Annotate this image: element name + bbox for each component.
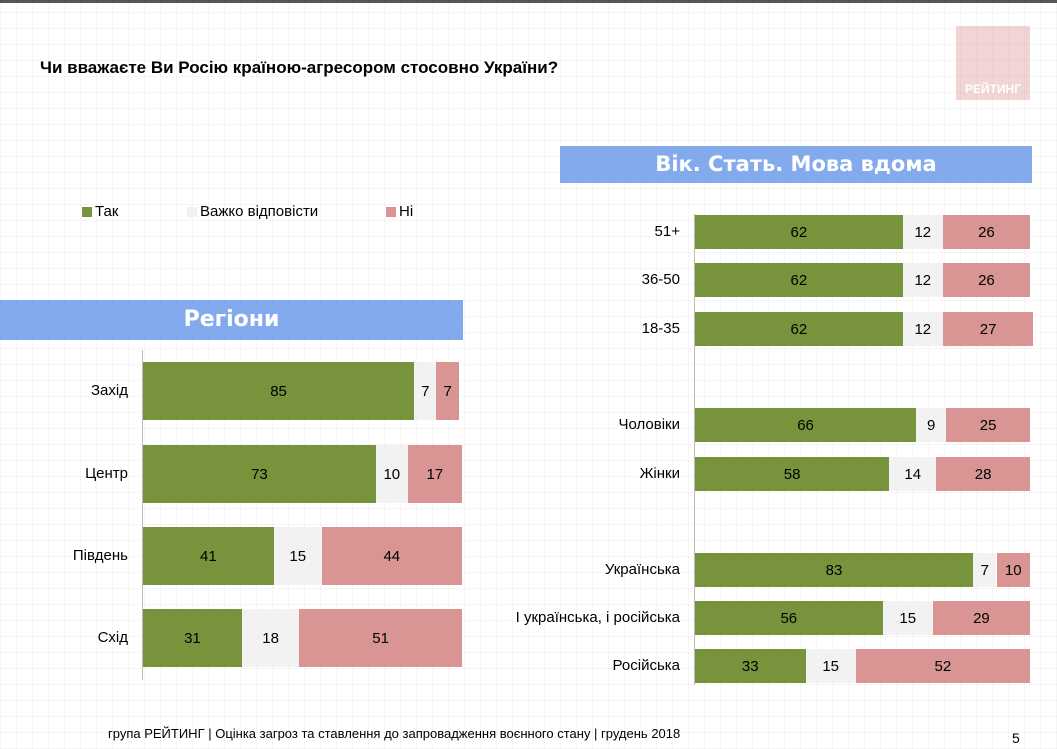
bar-segment-hard-to-say: 9 bbox=[916, 408, 947, 442]
bar-segment-yes: 73 bbox=[143, 445, 376, 503]
chart-axis bbox=[142, 350, 143, 680]
bar-segment-no: 44 bbox=[321, 527, 462, 585]
bar-segment-no: 26 bbox=[942, 215, 1030, 249]
bar-segment-yes: 58 bbox=[695, 457, 890, 491]
category-label: І українська, і російська bbox=[515, 609, 680, 626]
legend-swatch-no bbox=[386, 206, 396, 217]
logo-text: РЕЙТИНГ bbox=[964, 82, 1022, 96]
legend-swatch-yes bbox=[82, 206, 92, 217]
bar-segment-hard-to-say: 15 bbox=[882, 601, 933, 635]
bar-segment-yes: 31 bbox=[143, 609, 242, 667]
bar-segment-yes: 56 bbox=[695, 601, 883, 635]
bar-segment-hard-to-say: 7 bbox=[973, 553, 997, 587]
bar-segment-yes: 85 bbox=[143, 362, 415, 420]
category-label: 36-50 bbox=[641, 271, 680, 288]
category-label: Захід bbox=[91, 382, 128, 399]
bar-segment-hard-to-say: 15 bbox=[805, 649, 856, 683]
bar-segment-hard-to-say: 7 bbox=[414, 362, 437, 420]
category-label: Схід bbox=[97, 629, 128, 646]
bar-segment-yes: 41 bbox=[143, 527, 274, 585]
bar-segment-hard-to-say: 14 bbox=[889, 457, 937, 491]
bar-segment-no: 7 bbox=[436, 362, 459, 420]
bar-segment-no: 26 bbox=[942, 263, 1030, 297]
bar-segment-no: 29 bbox=[932, 601, 1030, 635]
bar-segment-yes: 33 bbox=[695, 649, 806, 683]
category-label: Російська bbox=[612, 657, 680, 674]
legend-swatch-hard-to-say bbox=[187, 206, 197, 217]
bar-segment-no: 25 bbox=[946, 408, 1030, 442]
page-number: 5 bbox=[1012, 730, 1020, 746]
legend-label: Так bbox=[95, 203, 119, 220]
category-label: Південь bbox=[72, 547, 128, 564]
bar-segment-yes: 62 bbox=[695, 312, 903, 346]
legend-label: Важко відповісти bbox=[200, 203, 319, 220]
bar-segment-no: 17 bbox=[407, 445, 462, 503]
bar-segment-no: 51 bbox=[299, 609, 462, 667]
bar-segment-no: 52 bbox=[855, 649, 1030, 683]
legend-label: Ні bbox=[399, 203, 414, 220]
category-label: 18-35 bbox=[641, 320, 680, 337]
bar-segment-yes: 62 bbox=[695, 215, 903, 249]
bar-segment-yes: 62 bbox=[695, 263, 903, 297]
legend-item-no: Ні bbox=[386, 203, 413, 220]
page-title: Чи вважаєте Ви Росію країною-агресором с… bbox=[40, 58, 559, 77]
bar-segment-yes: 66 bbox=[695, 408, 917, 442]
category-label: Чоловіки bbox=[618, 416, 680, 433]
bar-segment-hard-to-say: 12 bbox=[902, 215, 943, 249]
legend-item-hard-to-say: Важко відповісти bbox=[187, 203, 318, 220]
bar-segment-yes: 83 bbox=[695, 553, 974, 587]
bar-segment-no: 27 bbox=[942, 312, 1034, 346]
category-label: Жінки bbox=[639, 465, 680, 482]
header-regions: Регіони bbox=[0, 300, 463, 340]
legend-item-yes: Так bbox=[82, 203, 118, 220]
rating-logo: РЕЙТИНГ bbox=[956, 26, 1030, 100]
footer: група РЕЙТИНГ | Оцінка загроз та ставлен… bbox=[108, 726, 681, 741]
bar-segment-hard-to-say: 12 bbox=[902, 263, 943, 297]
top-border bbox=[0, 0, 1057, 3]
chart-axis bbox=[694, 214, 695, 685]
category-label: Українська bbox=[604, 561, 680, 578]
category-label: Центр bbox=[85, 465, 128, 482]
bar-segment-hard-to-say: 10 bbox=[375, 445, 408, 503]
category-label: 51+ bbox=[654, 223, 680, 240]
bar-segment-no: 10 bbox=[996, 553, 1030, 587]
bar-segment-hard-to-say: 18 bbox=[241, 609, 300, 667]
bar-segment-hard-to-say: 15 bbox=[273, 527, 322, 585]
bar-segment-hard-to-say: 12 bbox=[902, 312, 943, 346]
bar-segment-no: 28 bbox=[936, 457, 1030, 491]
header-age-sex-language: Вік. Стать. Мова вдома bbox=[560, 146, 1032, 183]
